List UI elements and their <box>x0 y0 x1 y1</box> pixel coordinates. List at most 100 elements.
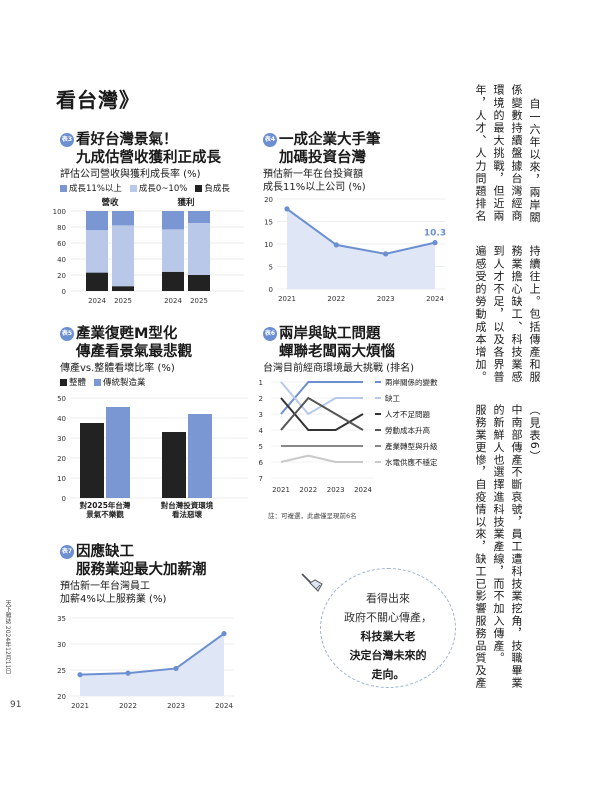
section-3-legend: 成長11%以上 成長0~10% 負成長 <box>60 182 230 194</box>
bar-segment <box>162 211 184 230</box>
y-tick-label: 20 <box>57 455 66 463</box>
section-5-title-line2: 傳產看景氣最悲觀 <box>76 344 192 360</box>
service-wage-area-chart: 20 25 30 35 2021 2022 2023 2024 <box>57 615 234 710</box>
x-tick-label: 2021 <box>278 295 296 303</box>
investment-growth-area-chart: 0 5 10 15 20 2021 2022 2023 2024 10.3 <box>264 196 446 303</box>
y-tick-label: 20 <box>57 693 66 701</box>
section-6-subtitle: 台灣目前經商環境最大挑戰 (排名) <box>263 363 414 374</box>
section-badge-7: 表7 <box>60 545 74 559</box>
group-label: 營收 <box>100 197 119 208</box>
bar-segment <box>86 230 108 273</box>
section-4-subtitle-line1: 預估新一年在台投資額 <box>263 169 363 180</box>
article-column-11: 的新鮮人也選擇進科技業產線，而不加入傳產。 <box>492 404 505 665</box>
section-5-title-line1: 產業復甦M型化 <box>76 326 178 342</box>
bar-segment <box>112 225 134 287</box>
x-category-label: 景氣不樂觀 <box>86 509 124 519</box>
y-tick-label: 80 <box>57 224 66 232</box>
bar-segment <box>112 286 134 291</box>
bar-segment <box>86 272 108 291</box>
bar-segment <box>188 223 210 275</box>
article-column-12: 服務業更慘，自疫情以來，缺工已影響服務品質及產 <box>474 404 487 690</box>
article-column-5: 持續往上。包括傳產和服 <box>528 245 541 384</box>
bar-segment <box>188 275 210 291</box>
y-tick-label: 0 <box>62 495 66 503</box>
y-tick-label: 50 <box>57 395 66 403</box>
bar <box>106 407 130 498</box>
callout-line-1: 看得出來 <box>366 592 410 605</box>
legend-label: 勞動成本升高 <box>385 425 430 435</box>
data-label: 10.3 <box>424 229 446 239</box>
area-fill <box>80 633 224 696</box>
bar-segment <box>112 211 134 226</box>
x-tick-label: 2024 <box>354 486 372 494</box>
section-badge-3: 表3 <box>60 133 74 147</box>
x-tick-label: 2024 <box>164 297 182 305</box>
legend-item-traditional: 傳統製造業 <box>94 376 146 388</box>
y-tick-label: 40 <box>57 415 66 423</box>
bar <box>188 414 212 498</box>
section-7-subtitle-line2: 加薪4%以上服務業 (%) <box>60 594 167 605</box>
section-4-title-line2: 加碼投資台灣 <box>279 150 366 166</box>
y-tick-label: 7 <box>259 475 263 483</box>
x-tick-label: 2023 <box>377 295 395 303</box>
bar-segment <box>86 211 108 231</box>
section-7-subtitle-line1: 預估新一年台灣員工 <box>60 581 150 592</box>
y-tick-label: 15 <box>264 219 273 227</box>
y-tick-label: 0 <box>269 286 273 294</box>
y-tick-label: 25 <box>57 667 66 675</box>
bar-segment <box>162 271 184 291</box>
x-tick-label: 2025 <box>114 297 132 305</box>
legend-item-neg: 負成長 <box>195 182 230 194</box>
article-column-9: （見表6） <box>528 404 541 463</box>
y-tick-label: 30 <box>57 435 66 443</box>
y-tick-label: 40 <box>57 256 66 264</box>
y-tick-label: 35 <box>57 615 66 623</box>
x-tick-label: 2025 <box>190 297 208 305</box>
data-point <box>173 665 179 672</box>
y-tick-label: 30 <box>57 641 66 649</box>
x-category-label: 對台灣投資環境 <box>161 500 214 510</box>
y-tick-label: 10 <box>264 241 273 249</box>
legend-item-mid: 成長0~10% <box>129 182 187 194</box>
x-tick-label: 2022 <box>119 702 137 710</box>
section-3-subtitle: 評估公司營收與獲利成長率 (%) <box>60 169 201 180</box>
callout-line-2: 政府不關心傳產， <box>344 611 432 624</box>
article-column-8: 遍感受的勞動成本增加。 <box>474 245 487 384</box>
x-category-label: 對2025年台灣 <box>80 500 131 510</box>
legend-item-overall: 整體 <box>60 376 86 388</box>
quote-callout: 看得出來 政府不關心傳產， 科技業大老 決定台灣未來的 走向。 <box>320 568 456 688</box>
legend-label: 兩岸關係的變數 <box>385 377 438 387</box>
section-6-title-line1: 兩岸與缺工問題 <box>279 326 381 342</box>
y-tick-label: 10 <box>57 475 66 483</box>
data-point <box>383 251 389 257</box>
section-7-title-line1: 因應缺工 <box>76 544 134 560</box>
y-tick-label: 2 <box>259 395 263 403</box>
y-tick-label: 3 <box>259 411 263 419</box>
section-badge-5: 表5 <box>60 327 74 341</box>
data-point <box>221 631 227 637</box>
y-tick-label: 5 <box>269 264 273 272</box>
legend-label: 水電供應不穩定 <box>385 457 438 467</box>
legend-label: 產業轉型與升級 <box>385 441 438 451</box>
bar <box>80 423 104 498</box>
x-tick-label: 2024 <box>215 702 233 710</box>
section-6-title-line2: 蟬聯老闆兩大煩惱 <box>279 344 395 360</box>
y-tick-label: 60 <box>57 240 66 248</box>
page-title: 看台灣》 <box>56 88 140 112</box>
article-column-4: 年，人才、人力問題排名 <box>474 84 487 223</box>
broom-icon <box>298 570 324 596</box>
section-4-subtitle-line2: 成長11%以上公司 (%) <box>263 182 366 193</box>
legend-label: 缺工 <box>385 393 400 403</box>
section-7-title-line2: 服務業迎最大加薪潮 <box>76 562 207 578</box>
section-5-legend: 整體 傳統製造業 <box>60 376 146 388</box>
article-column-3: 環境的最大挑戰，但近兩 <box>492 84 505 223</box>
group-label: 獲利 <box>177 197 194 208</box>
section-badge-6: 表6 <box>263 327 277 341</box>
series-line <box>79 632 225 676</box>
y-tick-label: 20 <box>264 196 273 204</box>
x-tick-label: 2021 <box>272 486 290 494</box>
x-tick-label: 2023 <box>327 486 345 494</box>
article-column-10: 中南部傳產不斷哀號，員工遭科技業挖角，技職畢業 <box>510 404 523 690</box>
series-line <box>286 208 436 255</box>
